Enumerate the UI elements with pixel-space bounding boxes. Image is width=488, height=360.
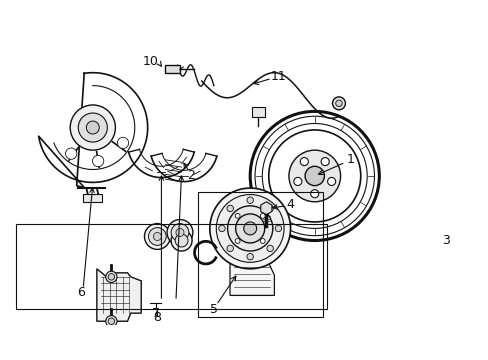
Text: 9: 9 <box>486 311 488 324</box>
Polygon shape <box>448 234 462 247</box>
Bar <box>472 265 488 297</box>
Text: 2: 2 <box>187 170 195 183</box>
Bar <box>475 281 488 297</box>
Circle shape <box>216 194 284 262</box>
Circle shape <box>70 105 115 150</box>
Text: 11: 11 <box>270 70 286 83</box>
Circle shape <box>175 234 188 247</box>
Bar <box>165 66 180 73</box>
Circle shape <box>235 214 264 243</box>
Circle shape <box>321 158 328 166</box>
Circle shape <box>260 213 264 218</box>
Circle shape <box>266 245 273 252</box>
Circle shape <box>332 97 345 110</box>
Circle shape <box>335 100 342 107</box>
Circle shape <box>209 188 290 269</box>
Circle shape <box>310 190 318 198</box>
Circle shape <box>153 233 161 240</box>
Circle shape <box>218 225 224 231</box>
Circle shape <box>235 239 240 243</box>
Circle shape <box>293 177 301 185</box>
Circle shape <box>86 121 99 134</box>
Circle shape <box>305 166 324 186</box>
Bar <box>427 281 456 297</box>
Bar <box>83 194 102 202</box>
Circle shape <box>144 224 170 249</box>
Circle shape <box>78 113 107 142</box>
Text: 3: 3 <box>442 234 449 247</box>
Circle shape <box>105 316 117 327</box>
Circle shape <box>266 205 273 212</box>
Circle shape <box>92 156 103 167</box>
Circle shape <box>227 206 272 251</box>
Bar <box>16 224 326 309</box>
Text: 8: 8 <box>153 311 161 324</box>
Bar <box>421 275 427 287</box>
Polygon shape <box>260 202 271 215</box>
Polygon shape <box>229 235 274 296</box>
Circle shape <box>226 205 233 212</box>
Text: 1: 1 <box>346 153 353 166</box>
Polygon shape <box>97 269 141 321</box>
Bar <box>197 192 322 317</box>
Circle shape <box>243 222 256 235</box>
Text: 10: 10 <box>142 55 159 68</box>
Circle shape <box>246 253 253 260</box>
Circle shape <box>148 228 166 246</box>
Circle shape <box>108 274 114 280</box>
Bar <box>424 265 459 297</box>
Circle shape <box>246 197 253 203</box>
Circle shape <box>275 225 281 231</box>
Text: 7: 7 <box>151 307 160 320</box>
Circle shape <box>117 137 128 149</box>
Circle shape <box>300 158 308 166</box>
Circle shape <box>108 318 114 324</box>
Circle shape <box>65 148 77 159</box>
Circle shape <box>260 239 264 243</box>
Circle shape <box>327 177 335 185</box>
Circle shape <box>288 150 340 202</box>
Bar <box>431 229 488 309</box>
Text: 6: 6 <box>77 287 84 300</box>
Circle shape <box>105 271 117 283</box>
Bar <box>469 275 475 287</box>
Bar <box>456 275 462 287</box>
Text: 5: 5 <box>209 303 218 316</box>
Circle shape <box>226 245 233 252</box>
Text: 4: 4 <box>286 198 294 211</box>
Circle shape <box>171 224 188 241</box>
Circle shape <box>167 220 192 246</box>
Circle shape <box>171 230 192 251</box>
Circle shape <box>176 229 183 237</box>
Bar <box>251 107 264 117</box>
Circle shape <box>235 213 240 218</box>
